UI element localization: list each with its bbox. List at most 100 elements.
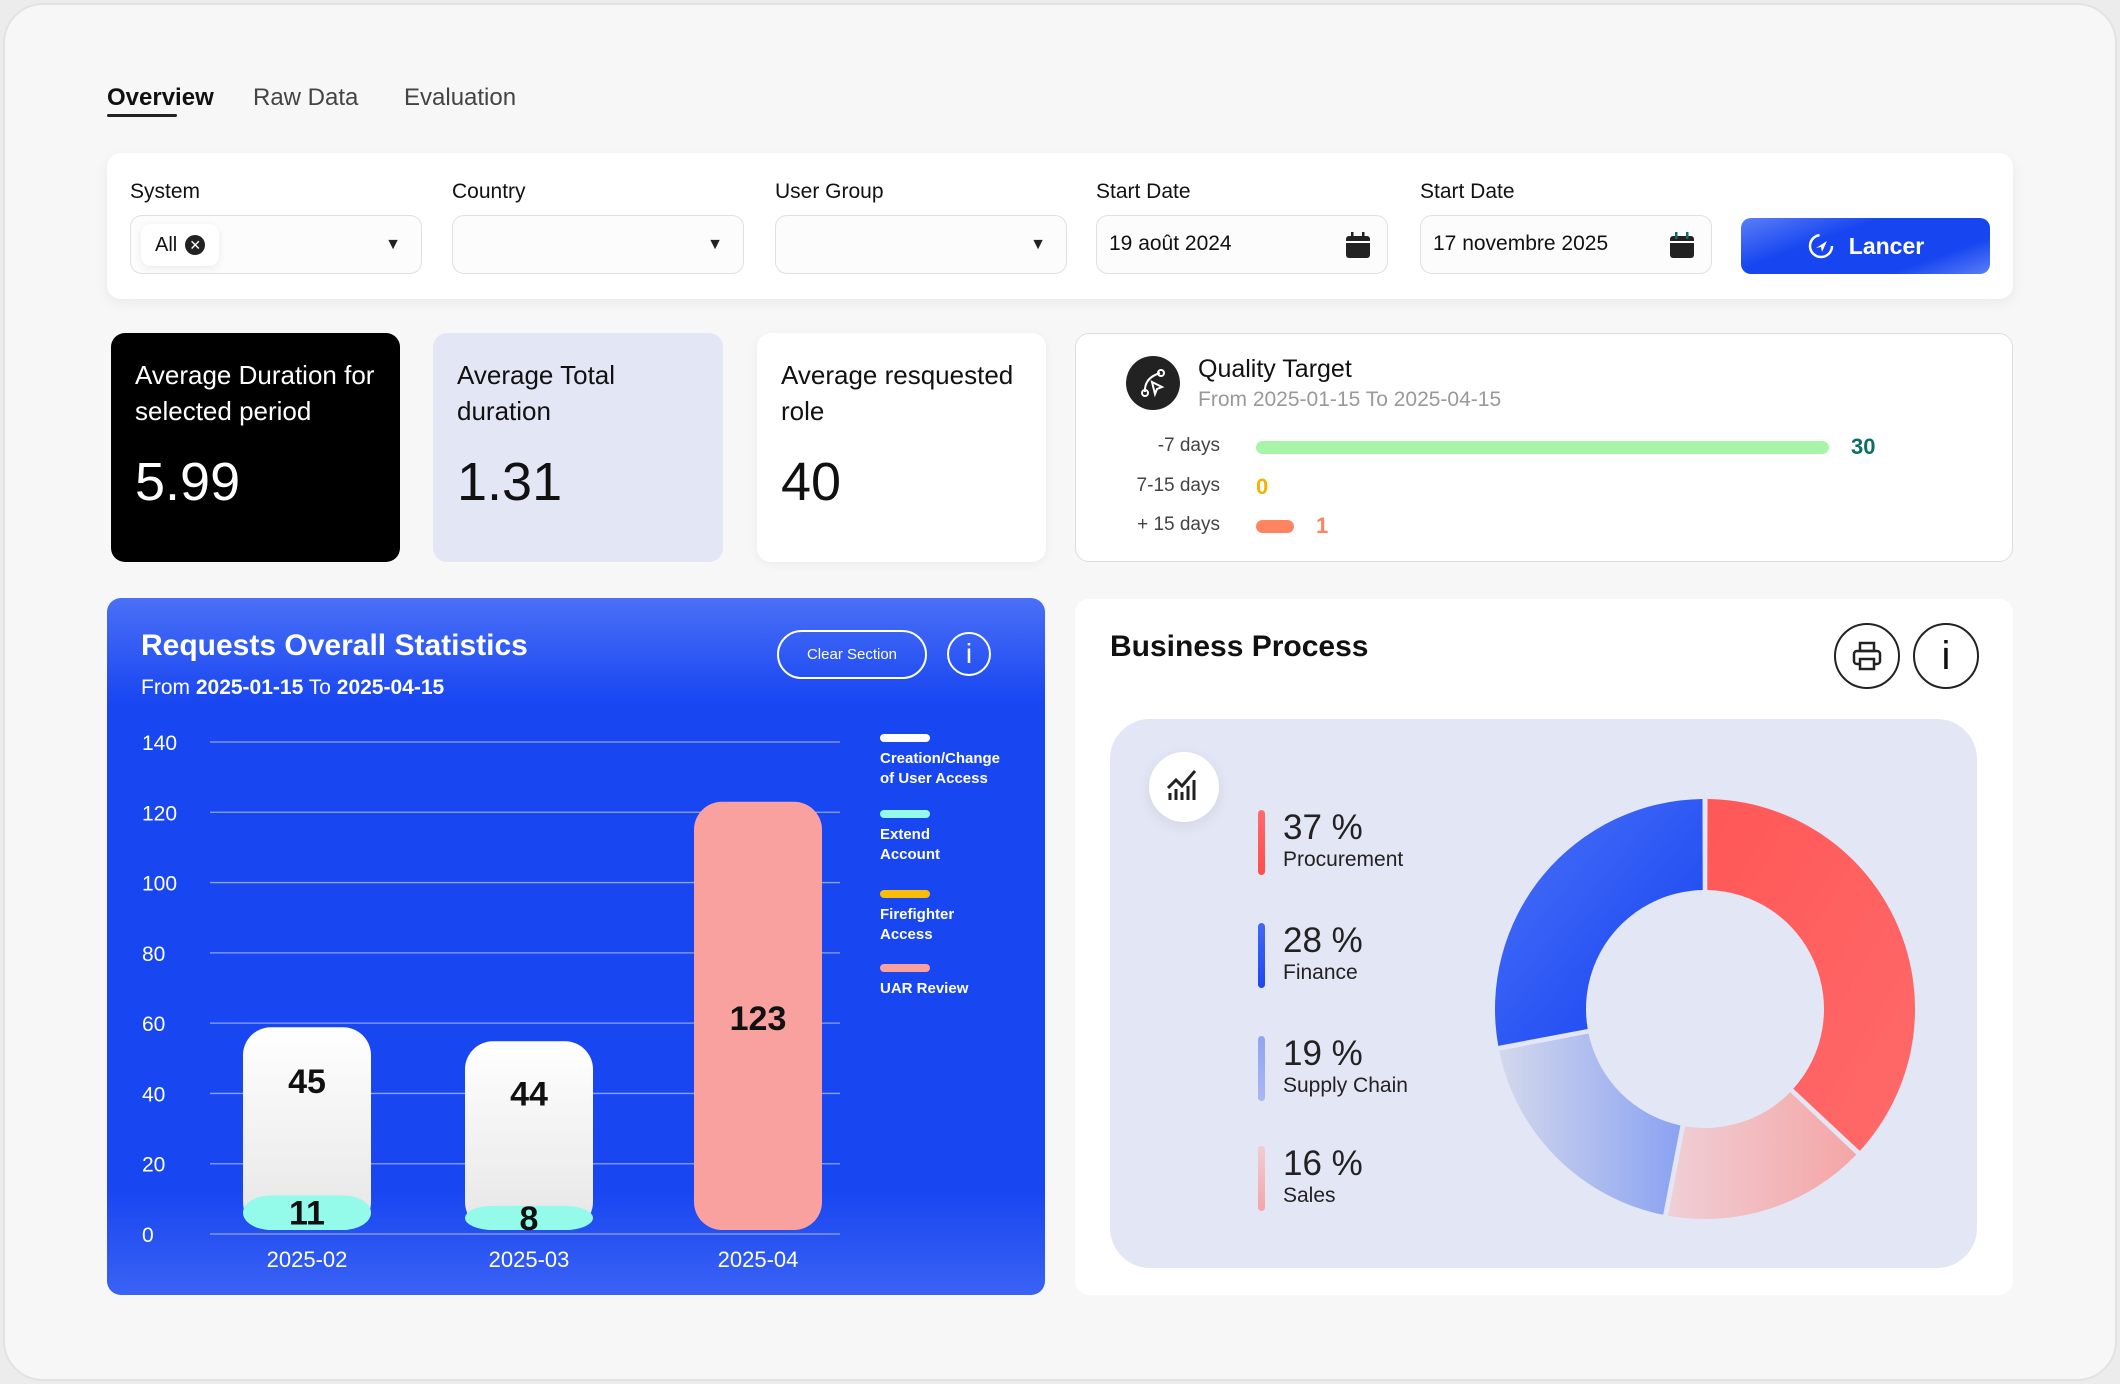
donut-slice-supply-chain[interactable] bbox=[1499, 1033, 1681, 1215]
system-chip: All ✕ bbox=[141, 224, 220, 266]
legend-percent: 37 % bbox=[1283, 808, 1363, 847]
tab-evaluation[interactable]: Evaluation bbox=[404, 84, 517, 111]
quality-row-label: 7-15 days bbox=[1136, 475, 1220, 496]
close-icon[interactable]: ✕ bbox=[185, 235, 206, 255]
lancer-label: Lancer bbox=[1848, 232, 1925, 259]
kpi-average-requested-role: Average resquested role 40 bbox=[757, 333, 1046, 562]
chip-label: All bbox=[155, 233, 178, 256]
legend-label: Creation/Change of User Access bbox=[880, 750, 1000, 787]
tab-overview[interactable]: Overview bbox=[107, 84, 214, 111]
info-icon[interactable]: i bbox=[947, 632, 991, 676]
lancer-button[interactable]: Lancer bbox=[1741, 218, 1990, 274]
legend-label: Supply Chain bbox=[1283, 1074, 1408, 1097]
legend-swatch bbox=[880, 810, 930, 818]
calendar-icon[interactable] bbox=[1345, 231, 1371, 259]
kpi-value: 5.99 bbox=[135, 452, 241, 512]
user-group-label: User Group bbox=[775, 180, 884, 203]
printer-icon bbox=[1852, 641, 1882, 671]
x-tick-label: 2025-04 bbox=[718, 1247, 799, 1272]
quality-row-value: 30 bbox=[1851, 434, 1876, 459]
requests-title: Requests Overall Statistics bbox=[141, 629, 528, 662]
donut-slice-procurement[interactable] bbox=[1707, 799, 1915, 1151]
business-process-donut bbox=[1495, 799, 1915, 1219]
caret-down-icon: ▼ bbox=[385, 236, 401, 253]
active-tab-indicator bbox=[107, 114, 177, 117]
legend-percent: 19 % bbox=[1283, 1034, 1363, 1073]
to-date: 2025-04-15 bbox=[336, 676, 445, 699]
donut-slice-finance[interactable] bbox=[1495, 799, 1703, 1046]
legend-color-bar bbox=[1258, 1146, 1265, 1211]
bar-segment[interactable] bbox=[465, 1205, 593, 1230]
quality-icon bbox=[1126, 356, 1180, 410]
bar-segment[interactable] bbox=[694, 801, 822, 1230]
from-date: 2025-01-15 bbox=[195, 676, 304, 699]
y-tick-label: 140 bbox=[142, 732, 177, 755]
requests-subtitle: From 2025-01-15 To 2025-04-15 bbox=[141, 676, 444, 700]
donut-slice-sales[interactable] bbox=[1668, 1092, 1857, 1219]
print-button[interactable] bbox=[1834, 623, 1900, 689]
legend-label: Finance bbox=[1283, 961, 1358, 984]
quality-subtitle: From 2025-01-15 To 2025-04-15 bbox=[1198, 388, 1502, 411]
legend-label: Procurement bbox=[1283, 848, 1404, 871]
kpi-title: Average resquested role bbox=[781, 360, 1014, 426]
legend-swatch bbox=[880, 890, 930, 898]
y-tick-label: 40 bbox=[142, 1083, 165, 1106]
kpi-title: Average Total duration bbox=[457, 360, 616, 426]
quality-row-label: -7 days bbox=[1157, 435, 1220, 456]
x-tick-label: 2025-03 bbox=[489, 1247, 570, 1272]
requests-bar-chart: 0 20 40 60 80 100 120 140 11 45 2025-02 8 44 2025-03 1… bbox=[142, 732, 1000, 1272]
calendar-icon[interactable] bbox=[1669, 231, 1695, 259]
y-tick-label: 20 bbox=[142, 1154, 165, 1177]
send-icon bbox=[1808, 233, 1834, 259]
bar-data-label: 45 bbox=[288, 1063, 326, 1101]
bar-data-label: 123 bbox=[730, 1000, 787, 1038]
chart-icon bbox=[1149, 752, 1219, 822]
kpi-average-total-duration: Average Total duration 1.31 bbox=[433, 333, 723, 562]
legend-swatch bbox=[880, 734, 930, 742]
kpi-value: 1.31 bbox=[457, 452, 563, 512]
bar-segment[interactable] bbox=[243, 1027, 371, 1230]
country-label: Country bbox=[452, 180, 526, 203]
country-select[interactable]: ▼ bbox=[452, 215, 744, 274]
bar-data-label: 44 bbox=[510, 1075, 548, 1113]
y-tick-label: 80 bbox=[142, 943, 165, 966]
y-tick-label: 0 bbox=[142, 1224, 154, 1247]
start-date-value: 19 août 2024 bbox=[1109, 232, 1232, 255]
kpi-value: 40 bbox=[781, 452, 842, 512]
quality-row-label: + 15 days bbox=[1137, 514, 1220, 535]
y-tick-label: 60 bbox=[142, 1013, 165, 1036]
y-tick-label: 120 bbox=[142, 802, 177, 825]
legend-label: Sales bbox=[1283, 1184, 1336, 1207]
end-date-value: 17 novembre 2025 bbox=[1433, 232, 1609, 255]
from-word: From bbox=[141, 676, 190, 699]
to-word: To bbox=[308, 676, 331, 699]
end-date-input[interactable]: 17 novembre 2025 bbox=[1420, 215, 1712, 274]
legend-percent: 28 % bbox=[1283, 921, 1363, 960]
kpi-average-duration: Average Duration for selected period 5.9… bbox=[111, 333, 400, 562]
info-icon[interactable]: i bbox=[1913, 623, 1979, 689]
quality-row-value: 1 bbox=[1316, 513, 1329, 538]
legend-color-bar bbox=[1258, 923, 1265, 988]
legend-label: Firefighter Access bbox=[880, 906, 954, 943]
tab-raw-data[interactable]: Raw Data bbox=[253, 84, 359, 111]
bar-segment[interactable] bbox=[243, 1195, 371, 1230]
legend-swatch bbox=[880, 964, 930, 972]
legend-label: UAR Review bbox=[880, 980, 969, 997]
bar-segment[interactable] bbox=[465, 1041, 593, 1230]
user-group-select[interactable]: ▼ bbox=[775, 215, 1067, 274]
system-label: System bbox=[130, 180, 201, 203]
bar-data-label: 8 bbox=[520, 1200, 539, 1238]
legend-color-bar bbox=[1258, 810, 1265, 875]
bar-data-label: 11 bbox=[289, 1195, 325, 1233]
system-select[interactable]: All ✕ ▼ bbox=[130, 215, 422, 274]
start-date-label: Start Date bbox=[1096, 180, 1191, 203]
x-tick-label: 2025-02 bbox=[267, 1247, 348, 1272]
start-date-input[interactable]: 19 août 2024 bbox=[1096, 215, 1388, 274]
business-process-title: Business Process bbox=[1110, 630, 1369, 663]
end-date-label: Start Date bbox=[1420, 180, 1515, 203]
quality-row-value: 0 bbox=[1256, 474, 1269, 499]
clear-section-button[interactable]: Clear Section bbox=[777, 630, 927, 679]
caret-down-icon: ▼ bbox=[707, 236, 723, 253]
kpi-title: Average Duration for selected period bbox=[135, 360, 375, 426]
quality-row-bar bbox=[1256, 441, 1829, 454]
